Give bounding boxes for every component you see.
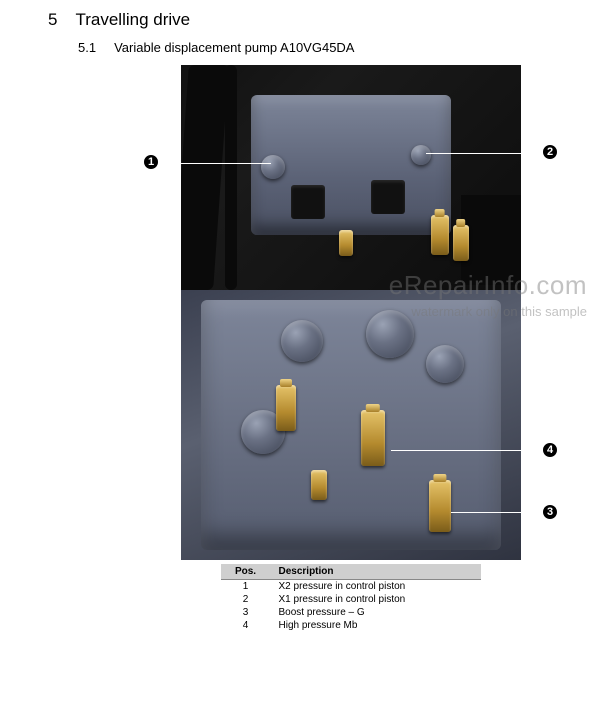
callout-3: 3: [541, 503, 559, 521]
document-page: 5 Travelling drive 5.1 Variable displace…: [0, 0, 593, 632]
hose: [461, 195, 521, 285]
table-row: 4 High pressure Mb: [221, 619, 481, 632]
callout-4: 4: [541, 441, 559, 459]
cell-pos: 1: [221, 580, 271, 594]
brass-fitting: [339, 230, 353, 256]
cell-desc: X2 pressure in control piston: [271, 580, 481, 594]
brass-fitting: [453, 225, 469, 261]
leader-line: [451, 512, 521, 513]
port-x2: [261, 155, 285, 179]
leader-line: [391, 450, 521, 451]
port: [426, 345, 464, 383]
solenoid: [371, 180, 405, 214]
solenoid: [291, 185, 325, 219]
subsection-number: 5.1: [78, 40, 96, 55]
leader-line: [426, 153, 521, 154]
cell-pos: 3: [221, 606, 271, 619]
section-number: 5: [48, 10, 57, 30]
figure-container: 1 2 4 3 Pos. Description 1 X2 pressure i…: [148, 65, 553, 632]
hose: [181, 65, 229, 290]
hose: [225, 65, 237, 290]
table-row: 3 Boost pressure – G: [221, 606, 481, 619]
leader-line: [181, 163, 271, 164]
callout-1: 1: [142, 153, 160, 171]
port-x1: [411, 145, 431, 165]
brass-fitting: [276, 385, 296, 431]
table-row: 2 X1 pressure in control piston: [221, 593, 481, 606]
port: [281, 320, 323, 362]
section-heading: 5 Travelling drive: [48, 10, 565, 30]
cell-desc: High pressure Mb: [271, 619, 481, 632]
table-header-row: Pos. Description: [221, 564, 481, 580]
position-table: Pos. Description 1 X2 pressure in contro…: [221, 564, 481, 632]
figure-photo-bottom: [181, 290, 521, 560]
port: [366, 310, 414, 358]
table-row: 1 X2 pressure in control piston: [221, 580, 481, 594]
cell-desc: Boost pressure – G: [271, 606, 481, 619]
cell-pos: 4: [221, 619, 271, 632]
brass-fitting: [431, 215, 449, 255]
col-pos: Pos.: [221, 564, 271, 580]
brass-fitting-g: [429, 480, 451, 532]
brass-fitting-mb: [361, 410, 385, 466]
cell-desc: X1 pressure in control piston: [271, 593, 481, 606]
brass-fitting: [311, 470, 327, 500]
section-title: Travelling drive: [75, 10, 190, 30]
figure-photo-top: [181, 65, 521, 290]
cell-pos: 2: [221, 593, 271, 606]
callout-2: 2: [541, 143, 559, 161]
subsection-title: Variable displacement pump A10VG45DA: [114, 40, 354, 55]
col-desc: Description: [271, 564, 481, 580]
subsection-heading: 5.1 Variable displacement pump A10VG45DA: [78, 40, 565, 55]
